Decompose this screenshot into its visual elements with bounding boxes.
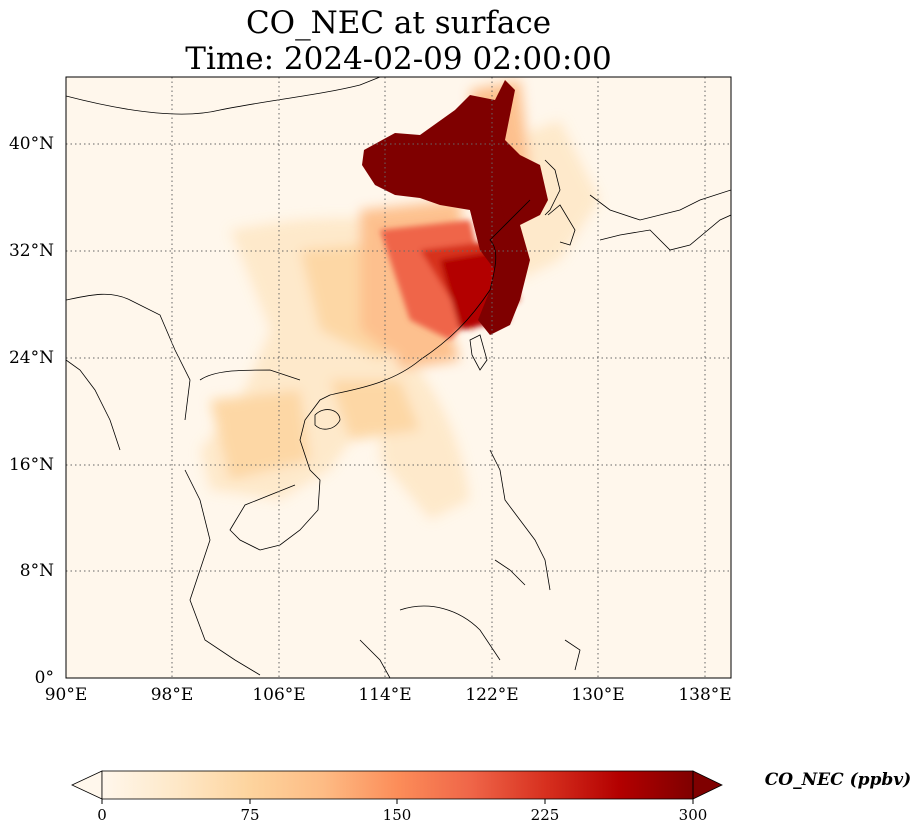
lon-tick: 90°E	[44, 685, 88, 705]
colorbar-extend-max	[692, 770, 723, 800]
colorbar-gradient	[102, 771, 693, 799]
coastlines	[66, 77, 731, 678]
lat-tick: 16°N	[8, 455, 54, 475]
lon-tick: 106°E	[252, 685, 306, 705]
colorbar-tick: 150	[382, 806, 412, 824]
colorbar-tick: 300	[678, 806, 708, 824]
colorbar-tick: 75	[240, 806, 260, 824]
lon-tick: 130°E	[571, 685, 625, 705]
map-frame	[65, 76, 732, 679]
lon-tick: 122°E	[465, 685, 519, 705]
lon-tick: 98°E	[150, 685, 194, 705]
lon-tick: 138°E	[678, 685, 732, 705]
map-title: CO_NEC at surface	[245, 5, 552, 41]
colorbar-tick: 0	[97, 806, 107, 824]
colorbar-tick: 225	[530, 806, 560, 824]
colorbar	[71, 770, 723, 804]
colorbar-label: CO_NEC (ppbv)	[764, 770, 912, 790]
colorbar-extend-min	[71, 770, 103, 800]
lat-tick: 40°N	[8, 134, 54, 154]
map-subtitle-time: Time: 2024-02-09 02:00:00	[185, 41, 612, 77]
lon-tick: 114°E	[358, 685, 412, 705]
lat-tick: 32°N	[8, 241, 54, 261]
lat-tick: 8°N	[19, 561, 54, 581]
concentration-field	[66, 77, 731, 678]
lat-tick: 0°	[34, 668, 54, 688]
gridlines	[66, 77, 731, 678]
lat-tick: 24°N	[8, 348, 54, 368]
